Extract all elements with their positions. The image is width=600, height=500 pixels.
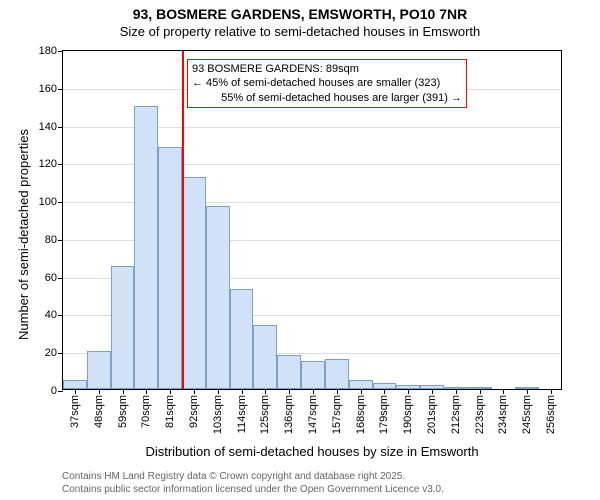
x-tick-mark — [384, 389, 385, 394]
histogram-bar — [111, 266, 135, 389]
x-tick-mark — [123, 389, 124, 394]
footer-line2: Contains public sector information licen… — [62, 484, 444, 497]
histogram-bar — [87, 351, 111, 389]
x-tick-label: 81sqm — [164, 395, 176, 428]
x-tick-label: 37sqm — [69, 395, 81, 428]
histogram-bar — [134, 106, 158, 389]
x-tick-mark — [408, 389, 409, 394]
x-tick-mark — [361, 389, 362, 394]
histogram-bar — [230, 289, 254, 389]
histogram-bar — [253, 325, 277, 389]
footer: Contains HM Land Registry data © Crown c… — [62, 471, 444, 496]
x-tick-mark — [456, 389, 457, 394]
histogram-bar — [277, 355, 301, 389]
histogram-bar — [182, 177, 206, 389]
chart-title: 93, BOSMERE GARDENS, EMSWORTH, PO10 7NR — [0, 0, 600, 24]
x-tick-label: 201sqm — [426, 395, 438, 434]
x-tick-label: 223sqm — [474, 395, 486, 434]
x-tick-mark — [218, 389, 219, 394]
y-tick-mark — [58, 391, 63, 392]
y-tick-mark — [58, 240, 63, 241]
x-tick-mark — [337, 389, 338, 394]
x-tick-mark — [432, 389, 433, 394]
x-tick-label: 125sqm — [259, 395, 271, 434]
y-tick-label: 160 — [39, 83, 57, 95]
x-tick-label: 212sqm — [450, 395, 462, 434]
reference-line — [182, 51, 184, 389]
x-tick-label: 245sqm — [521, 395, 533, 434]
chart-subtitle: Size of property relative to semi-detach… — [0, 24, 600, 43]
y-tick-label: 20 — [45, 347, 57, 359]
x-tick-mark — [313, 389, 314, 394]
x-tick-label: 114sqm — [236, 395, 248, 433]
x-tick-label: 168sqm — [355, 395, 367, 434]
x-tick-label: 103sqm — [212, 395, 224, 434]
annotation-line: 55% of semi-detached houses are larger (… — [192, 91, 462, 105]
x-tick-mark — [265, 389, 266, 394]
x-tick-label: 179sqm — [378, 395, 390, 434]
x-tick-label: 59sqm — [117, 395, 129, 428]
x-tick-mark — [527, 389, 528, 394]
annotation-line: ← 45% of semi-detached houses are smalle… — [192, 76, 462, 90]
x-tick-mark — [194, 389, 195, 394]
y-tick-mark — [58, 315, 63, 316]
y-tick-mark — [58, 127, 63, 128]
x-tick-label: 234sqm — [497, 395, 509, 434]
x-tick-mark — [551, 389, 552, 394]
y-tick-label: 140 — [39, 121, 57, 133]
y-tick-label: 120 — [39, 158, 57, 170]
y-tick-label: 60 — [45, 272, 57, 284]
y-tick-mark — [58, 202, 63, 203]
x-tick-label: 48sqm — [93, 395, 105, 428]
annotation-box: 93 BOSMERE GARDENS: 89sqm← 45% of semi-d… — [187, 59, 467, 108]
plot-area: 02040608010012014016018037sqm48sqm59sqm7… — [62, 50, 562, 390]
y-tick-mark — [58, 51, 63, 52]
y-axis-title: Number of semi-detached properties — [16, 129, 31, 340]
y-tick-mark — [58, 278, 63, 279]
y-tick-mark — [58, 89, 63, 90]
y-tick-mark — [58, 164, 63, 165]
x-tick-mark — [242, 389, 243, 394]
x-tick-label: 70sqm — [140, 395, 152, 428]
x-tick-mark — [289, 389, 290, 394]
x-tick-label: 147sqm — [307, 395, 319, 434]
x-tick-label: 190sqm — [402, 395, 414, 434]
y-tick-label: 180 — [39, 45, 57, 57]
y-tick-label: 80 — [45, 234, 57, 246]
y-tick-label: 100 — [39, 196, 57, 208]
x-tick-mark — [99, 389, 100, 394]
x-tick-label: 157sqm — [331, 395, 343, 434]
x-tick-mark — [480, 389, 481, 394]
histogram-bar — [158, 147, 182, 389]
y-tick-label: 0 — [51, 385, 57, 397]
x-tick-label: 256sqm — [545, 395, 557, 434]
histogram-bar — [301, 361, 325, 389]
x-tick-mark — [75, 389, 76, 394]
y-tick-label: 40 — [45, 309, 57, 321]
histogram-bar — [325, 359, 349, 389]
x-tick-label: 136sqm — [283, 395, 295, 434]
x-tick-mark — [146, 389, 147, 394]
y-tick-mark — [58, 353, 63, 354]
histogram-bar — [63, 380, 87, 389]
x-tick-mark — [503, 389, 504, 394]
x-tick-mark — [170, 389, 171, 394]
histogram-bar — [206, 206, 230, 389]
chart-container: 93, BOSMERE GARDENS, EMSWORTH, PO10 7NR … — [0, 0, 600, 500]
footer-line1: Contains HM Land Registry data © Crown c… — [62, 471, 444, 484]
annotation-line: 93 BOSMERE GARDENS: 89sqm — [192, 62, 462, 76]
x-axis-title: Distribution of semi-detached houses by … — [62, 444, 562, 459]
histogram-bar — [349, 380, 373, 389]
x-tick-label: 92sqm — [188, 395, 200, 428]
